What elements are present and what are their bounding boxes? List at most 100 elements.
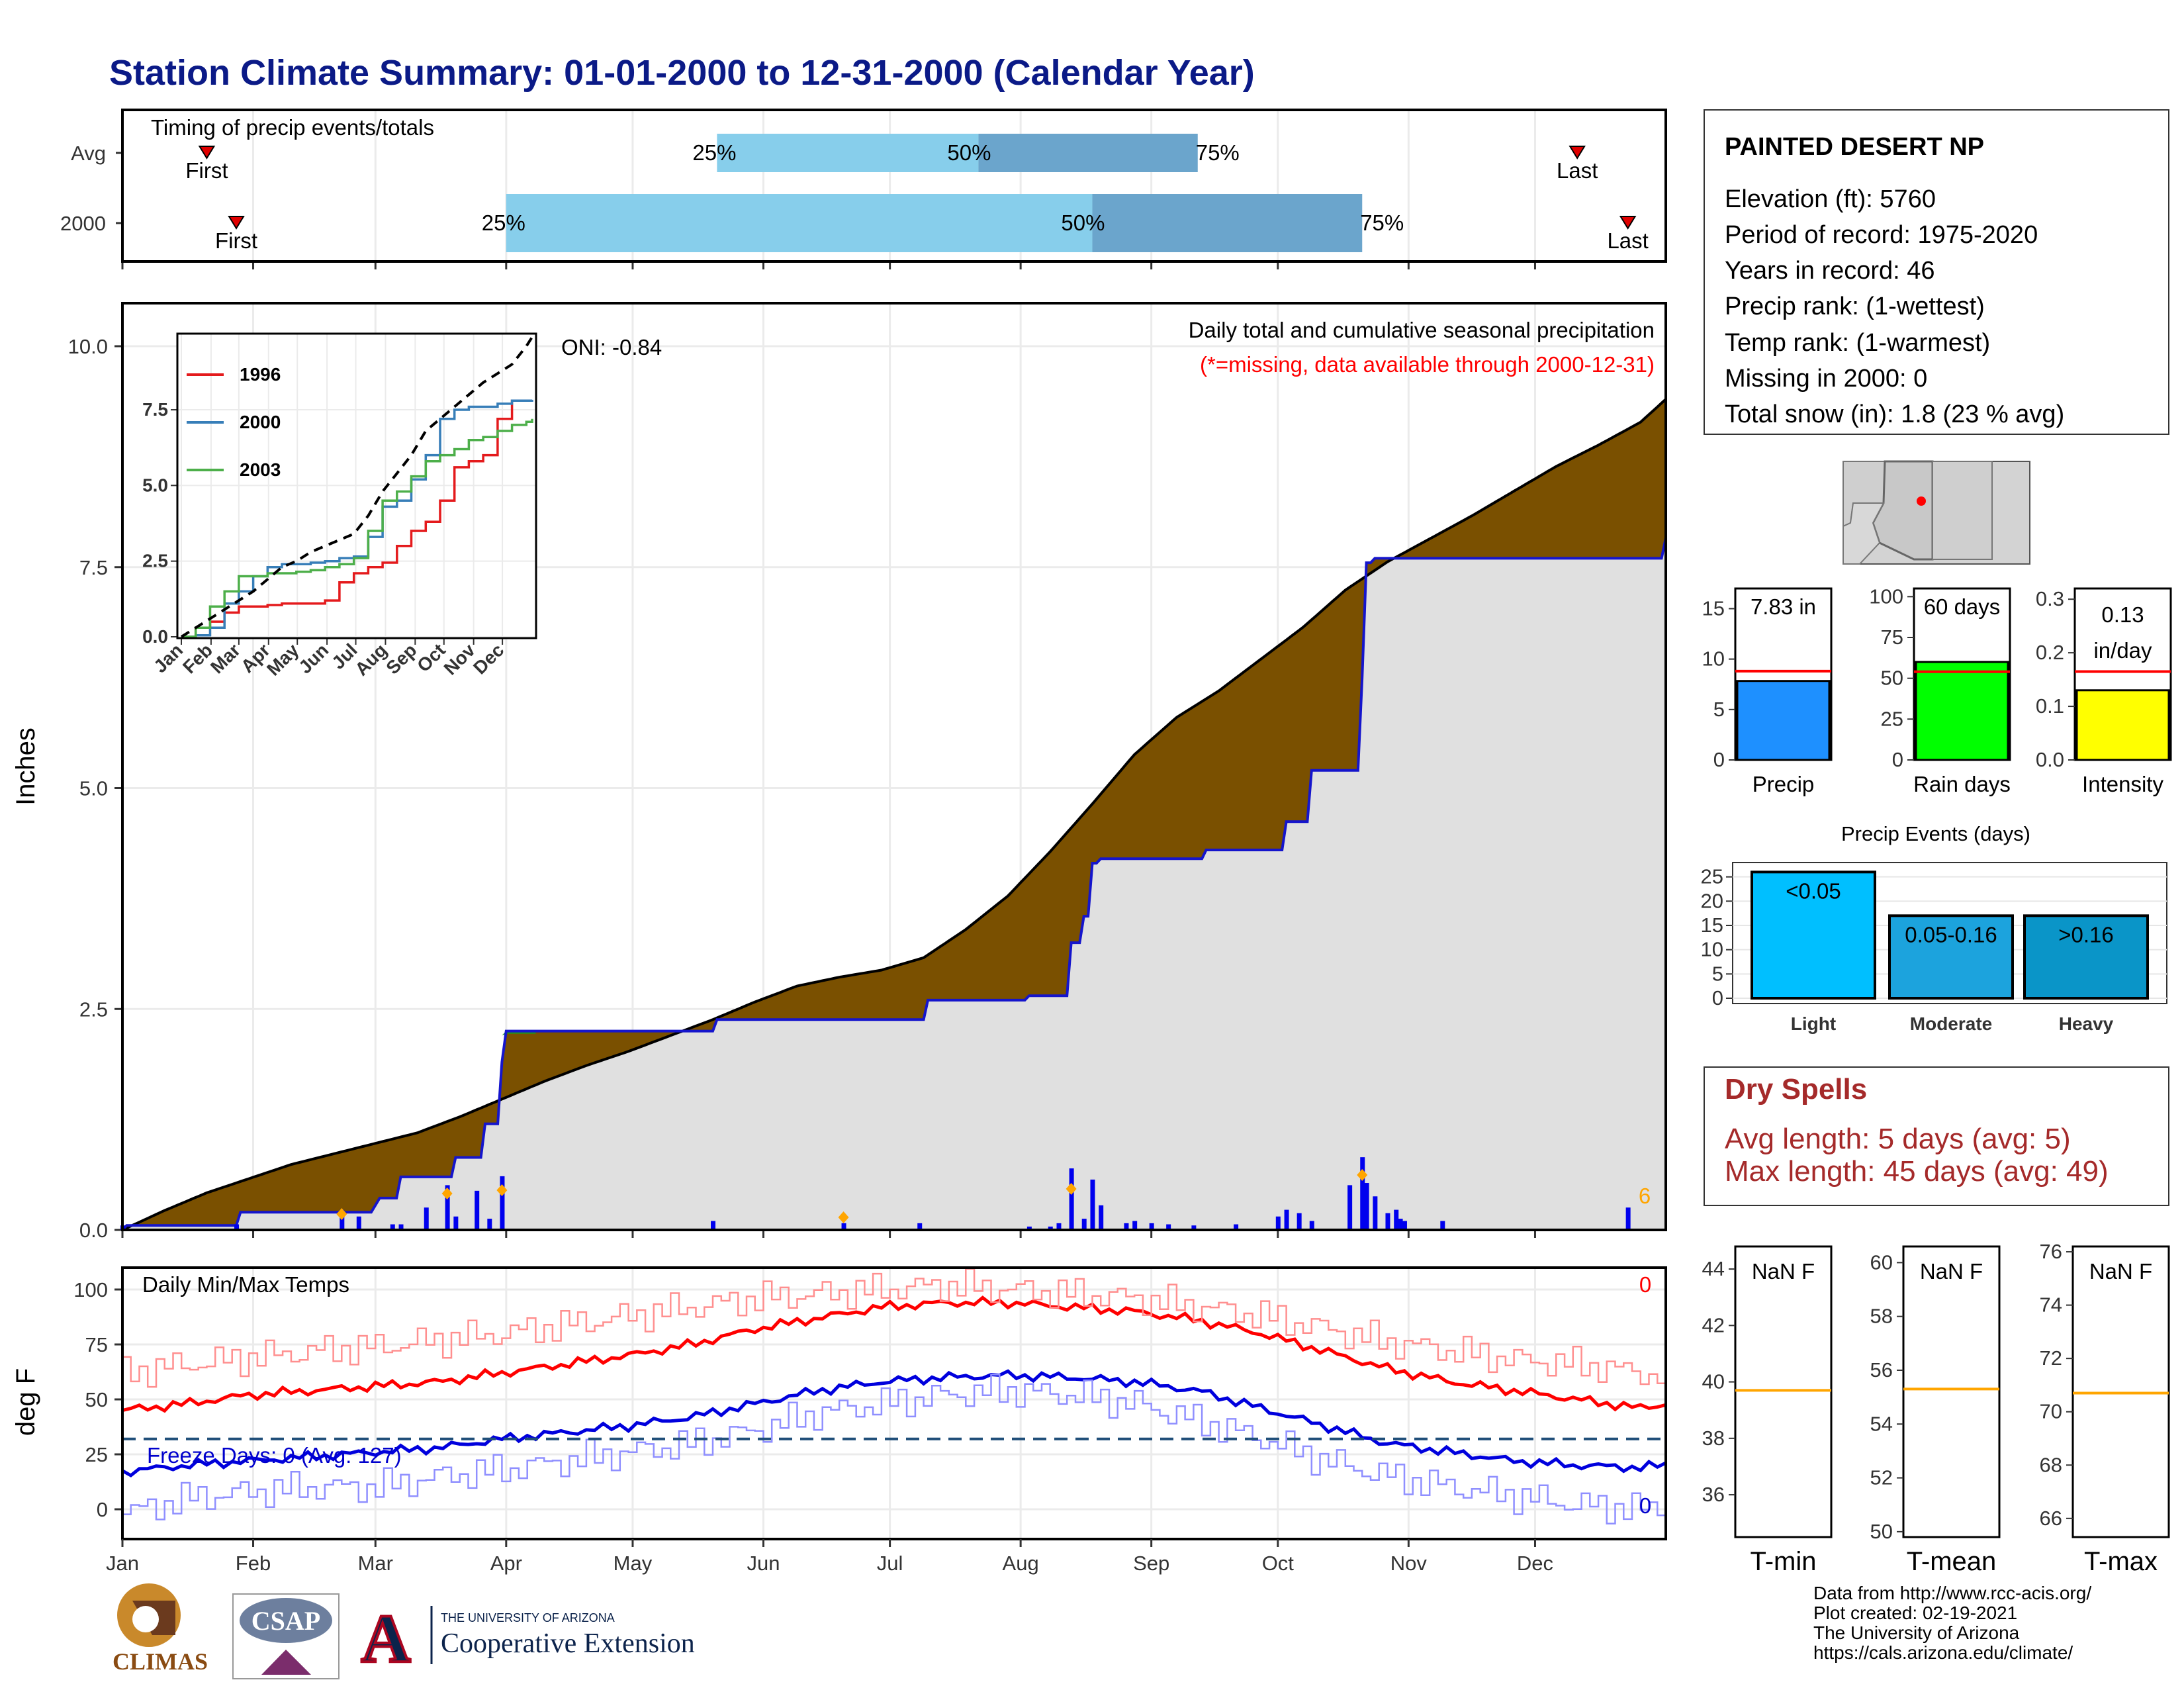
timing-last-label-1: Last [1607, 228, 1648, 253]
temperature-panel: 0 25 50 75 100 Daily Min/Max Temps Freeze Da… [11, 1266, 1667, 1575]
dry-spells-title: Dry Spells [1725, 1073, 1867, 1105]
timing-p75-label-1: 75% [1360, 211, 1404, 235]
precip-daily-bar-35 [1373, 1196, 1378, 1230]
inset-y-tick-label-2: 5.0 [142, 475, 168, 495]
month-axis-label-aug: Aug [1003, 1552, 1039, 1575]
summary-value-1: 60 days [1924, 594, 2001, 619]
footer-plot-created: Plot created: 02-19-2021 [1813, 1603, 2017, 1623]
precip-daily-bar-16 [1048, 1226, 1053, 1230]
precip-areas [121, 398, 1667, 1231]
temp-summary-value-0: NaN F [1752, 1259, 1815, 1284]
dry-spells-box: Dry Spells Avg length: 5 days (avg: 5) M… [1704, 1066, 2169, 1206]
temp-summary-tick-label-2-3: 72 [2040, 1346, 2062, 1370]
temperature-summary-charts: 36 38 40 42 44 NaN F T-min 50 52 54 56 58 60 NaN F T-m… [1702, 1240, 2170, 1576]
station-location-marker [1917, 496, 1926, 506]
station-name: PAINTED DESERT NP [1725, 133, 1984, 161]
timing-panel: Avg 25% 50% 75% First Last 2000 25% 50% 75% First L… [60, 109, 1667, 269]
legend-label-2000: 2000 [240, 412, 281, 432]
footer-url: https://cals.arizona.edu/climate/ [1813, 1642, 2073, 1663]
precip-event-marker-5 [1357, 1169, 1368, 1181]
summary-label-2: Intensity [2082, 772, 2163, 796]
temp-summary-label-2: T-max [2084, 1547, 2158, 1576]
inset-y-tick-label-3: 7.5 [142, 399, 168, 420]
precip-daily-bar-19 [1081, 1219, 1087, 1230]
timing-bar-25-50-1 [506, 194, 1093, 252]
footer-credits: Data from http://www.rcc-acis.org/ Plot … [1813, 1583, 2091, 1663]
summary-bar-1 [1915, 661, 2009, 761]
month-axis-label-oct: Oct [1262, 1552, 1295, 1575]
precip-daily-bar-33 [1360, 1157, 1365, 1230]
inset-line-2003 [181, 418, 533, 638]
timing-bar-50-75-0 [978, 134, 1198, 172]
timing-first-marker-0 [198, 146, 216, 160]
temp-y-tick-label-3: 75 [85, 1333, 108, 1356]
timing-panel-frame [121, 109, 1667, 263]
events-bar-label-1: 0.05-0.16 [1905, 922, 1997, 947]
precip-average-line [122, 398, 1667, 1231]
ua-logo-letter: A [361, 1601, 410, 1677]
temp-summary-tick-label-0-4: 44 [1702, 1257, 1725, 1280]
precip-daily-bar-29 [1284, 1209, 1289, 1230]
precip-daily-bar-4 [390, 1224, 395, 1230]
precip-daily-bar-34 [1364, 1183, 1369, 1230]
precip-daily-bar-24 [1149, 1223, 1154, 1230]
events-bar-label-0: <0.05 [1786, 878, 1841, 903]
timing-last-marker-0 [1569, 146, 1586, 160]
csap-logo-mountain [261, 1650, 311, 1675]
month-axis-label-feb: Feb [236, 1552, 271, 1575]
climas-logo-sun [132, 1606, 159, 1632]
summary-bar-0 [1736, 680, 1831, 761]
inset-line-1996 [181, 399, 532, 638]
ua-logo-extension: Cooperative Extension [441, 1628, 695, 1659]
summary-tick-label-2-3: 0.3 [2036, 587, 2064, 610]
temp-summary-tick-label-0-1: 38 [1702, 1427, 1725, 1450]
timing-p25-label-0: 25% [692, 140, 736, 165]
station-missing: Missing in 2000: 0 [1725, 365, 1927, 393]
events-bar-moderate [1888, 914, 2014, 1000]
temp-summary-tick-label-0-2: 40 [1702, 1370, 1725, 1393]
temp-summary-value-1: NaN F [1920, 1259, 1983, 1284]
dry-spells-avg-length: Avg length: 5 days (avg: 5) [1725, 1123, 2071, 1155]
ua-logo-university: THE UNIVERSITY OF ARIZONA [441, 1611, 615, 1624]
dry-spells-frame [1704, 1066, 2169, 1206]
footer-data-source: Data from http://www.rcc-acis.org/ [1813, 1583, 2091, 1603]
temp-summary-tick-label-2-1: 68 [2040, 1453, 2062, 1476]
summary-value-2-a: 0.13 [2101, 602, 2144, 627]
precip-event-marker-0 [336, 1208, 347, 1220]
inset-line-2000 [181, 399, 533, 638]
temp-summary-label-1: T-mean [1907, 1547, 1997, 1576]
precip-daily-bar-26 [1191, 1225, 1197, 1230]
temp-summary-frame-0 [1734, 1245, 1833, 1538]
summary-tick-label-0-2: 10 [1702, 647, 1725, 671]
events-category-2: Heavy [2059, 1013, 2114, 1034]
precip-daily-bar-2 [340, 1209, 345, 1230]
month-axis-label-may: May [614, 1552, 653, 1575]
temp-panel-frame [121, 1266, 1667, 1540]
summary-bar-2 [2075, 689, 2170, 761]
precip-daily-bar-32 [1347, 1185, 1353, 1230]
timing-bar-25-50-0 [717, 134, 979, 172]
inset-lines [180, 336, 533, 638]
summary-tick-label-0-0: 0 [1713, 748, 1725, 771]
page-title: Station Climate Summary: 01-01-2000 to 1… [109, 53, 1255, 93]
precip-event-marker-3 [838, 1211, 849, 1223]
inset-legend: 1996 2000 2003 [187, 364, 281, 480]
summary-label-1: Rain days [1913, 772, 2011, 796]
temp-line-max-normal [122, 1295, 1666, 1413]
events-tick-label-2: 10 [1701, 938, 1723, 961]
temp-summary-value-2: NaN F [2089, 1259, 2152, 1284]
summary-tick-label-2-0: 0.0 [2036, 748, 2064, 771]
summary-label-0: Precip [1752, 772, 1815, 796]
temp-count-top: 0 [1639, 1272, 1651, 1297]
timing-first-label-1: First [215, 228, 257, 253]
summary-tick-label-1-1: 25 [1881, 707, 1903, 730]
precip-daily-bar-8 [453, 1216, 459, 1230]
events-bar-label-2: >0.16 [2058, 922, 2114, 947]
month-axis-label-mar: Mar [358, 1552, 393, 1575]
summary-tick-label-1-0: 0 [1892, 748, 1903, 771]
timing-last-label-0: Last [1557, 158, 1598, 183]
station-precip-rank: Precip rank: (1-wettest) [1725, 293, 1985, 320]
timing-last-marker-1 [1619, 216, 1637, 230]
temp-summary-tick-label-2-4: 74 [2040, 1293, 2062, 1317]
month-axis-label-sep: Sep [1133, 1552, 1169, 1575]
